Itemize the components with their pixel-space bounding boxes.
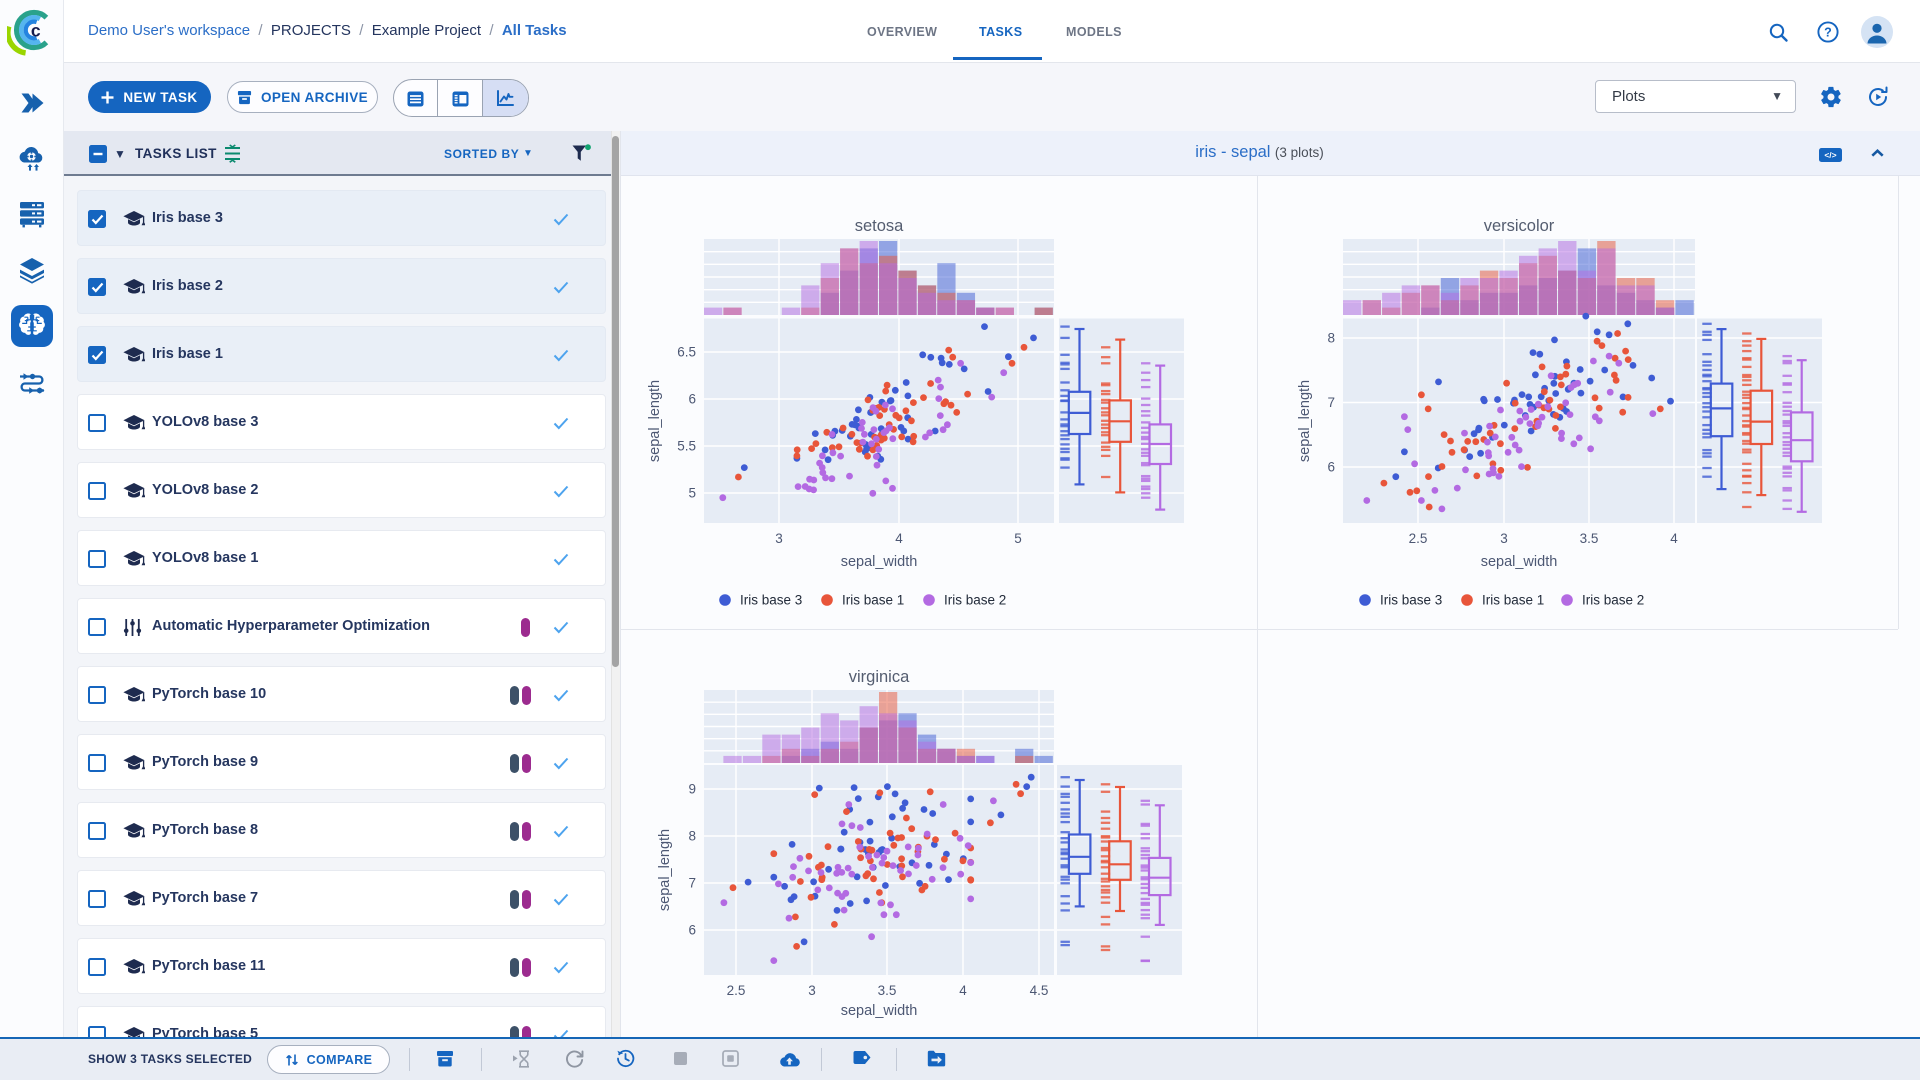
svg-text:3: 3 bbox=[1500, 531, 1508, 546]
svg-text:6: 6 bbox=[1327, 460, 1335, 475]
svg-text:virginica: virginica bbox=[849, 668, 910, 686]
svg-text:3: 3 bbox=[775, 531, 783, 546]
svg-text:6.5: 6.5 bbox=[677, 345, 696, 360]
svg-text:3: 3 bbox=[808, 983, 816, 998]
svg-text:sepal_width: sepal_width bbox=[841, 554, 918, 570]
svg-text:sepal_length: sepal_length bbox=[647, 380, 663, 462]
svg-text:sepal_length: sepal_length bbox=[657, 829, 673, 911]
svg-text:Iris base 3: Iris base 3 bbox=[740, 593, 802, 608]
svg-text:Iris base 1: Iris base 1 bbox=[1482, 593, 1544, 608]
svg-text:2.5: 2.5 bbox=[1409, 531, 1428, 546]
svg-text:9: 9 bbox=[688, 782, 696, 797]
svg-text:4: 4 bbox=[959, 983, 967, 998]
svg-text:5.5: 5.5 bbox=[677, 439, 696, 454]
svg-text:3.5: 3.5 bbox=[1580, 531, 1599, 546]
svg-text:sepal_width: sepal_width bbox=[1481, 554, 1558, 570]
svg-text:7: 7 bbox=[688, 876, 696, 891]
svg-text:4: 4 bbox=[1670, 531, 1678, 546]
svg-text:c: c bbox=[31, 21, 41, 41]
svg-text:6: 6 bbox=[688, 392, 696, 407]
svg-text:Iris base 3: Iris base 3 bbox=[1380, 593, 1442, 608]
svg-text:3.5: 3.5 bbox=[878, 983, 897, 998]
svg-text:7: 7 bbox=[1327, 395, 1335, 410]
svg-text:Iris base 2: Iris base 2 bbox=[1582, 593, 1644, 608]
svg-text:setosa: setosa bbox=[855, 217, 904, 235]
svg-text:Iris base 2: Iris base 2 bbox=[944, 593, 1006, 608]
svg-text:5: 5 bbox=[688, 486, 696, 501]
svg-text:versicolor: versicolor bbox=[1484, 217, 1555, 235]
svg-text:4.5: 4.5 bbox=[1030, 983, 1049, 998]
svg-text:4: 4 bbox=[895, 531, 903, 546]
svg-text:2.5: 2.5 bbox=[727, 983, 746, 998]
svg-text:?: ? bbox=[1824, 25, 1832, 39]
svg-text:sepal_length: sepal_length bbox=[1297, 380, 1313, 462]
svg-text:8: 8 bbox=[688, 829, 696, 844]
svg-text:sepal_width: sepal_width bbox=[841, 1003, 918, 1019]
svg-text:5: 5 bbox=[1014, 531, 1022, 546]
svg-text:Iris base 1: Iris base 1 bbox=[842, 593, 904, 608]
svg-text:6: 6 bbox=[688, 923, 696, 938]
svg-text:8: 8 bbox=[1327, 331, 1335, 346]
